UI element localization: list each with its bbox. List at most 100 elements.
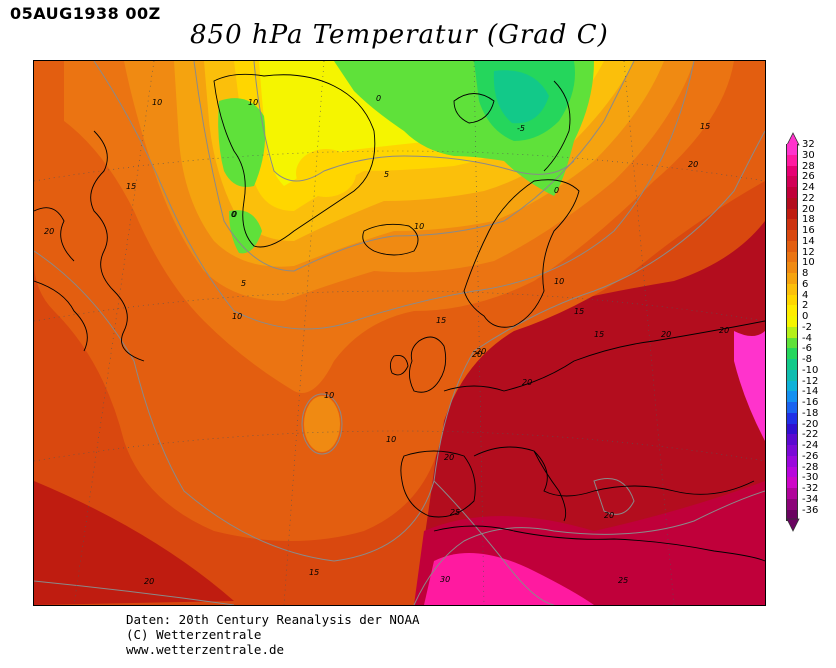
contour-label: 15 <box>574 307 584 316</box>
colorbar-label: -30 <box>802 472 819 484</box>
contour-label: 25 <box>450 508 460 517</box>
colorbar-label: 4 <box>802 289 809 301</box>
colorbar-label: -22 <box>802 429 819 441</box>
contour-label: 10 <box>152 98 162 107</box>
colorbar-label: 26 <box>802 171 815 183</box>
colorbar-label: 32 <box>802 139 815 150</box>
colorbar-cell <box>786 509 798 521</box>
colorbar-cell <box>786 165 798 177</box>
colorbar-cell <box>786 326 798 338</box>
contour-labels: 10 10 0 0 -5 0 15 15 20 5 10 0 20 15 5 1… <box>44 94 729 586</box>
colorbar-bottom-arrow <box>786 518 800 532</box>
colorbar-label: -32 <box>802 483 819 494</box>
contour-label: 10 <box>554 277 564 286</box>
colorbar-cell <box>786 498 798 510</box>
colorbar-cell <box>786 434 798 446</box>
credits-copyright: (C) Wetterzentrale <box>126 627 262 642</box>
contour-label: -5 <box>517 124 525 133</box>
colorbar-label: -18 <box>802 407 819 419</box>
colorbar-label: -14 <box>802 386 819 398</box>
colorbar-cell <box>786 348 798 360</box>
contour-label: 15 <box>309 568 319 577</box>
colorbar-label: -24 <box>802 440 819 451</box>
colorbar-cell <box>786 369 798 381</box>
colorbar-label: 14 <box>802 235 815 247</box>
colorbar-cell <box>786 154 798 166</box>
colorbar-label: -12 <box>802 375 819 387</box>
temperature-field-sw-warm <box>34 481 234 605</box>
colorbar-label: 18 <box>802 214 815 226</box>
colorbar-cell <box>786 240 798 252</box>
colorbar-label: -8 <box>802 354 812 365</box>
contour-label: 10 <box>324 391 334 400</box>
colorbar-cell <box>786 391 798 403</box>
colorbar-cell <box>786 488 798 500</box>
colorbar-label: 22 <box>802 192 815 204</box>
colorbar-cell <box>786 283 798 295</box>
contour-label: 20 <box>661 330 671 339</box>
colorbar-cell <box>786 262 798 274</box>
colorbar-cell <box>786 273 798 285</box>
colorbar-cell <box>786 251 798 263</box>
colorbar-label: -28 <box>802 461 819 473</box>
colorbar-label: 20 <box>802 203 815 215</box>
contour-label: 20 <box>688 160 698 169</box>
contour-label: 20 <box>604 511 614 520</box>
temperature-field-greenland-warm <box>296 149 356 197</box>
temperature-field-sahara-hottest <box>424 553 594 605</box>
colorbar-cell <box>786 412 798 424</box>
lat-lon-grid <box>34 61 765 605</box>
map-title: 850 hPa Temperatur (Grad C) <box>190 20 609 50</box>
contour-label: 0 <box>232 210 237 219</box>
contour-label: 20 <box>719 326 729 335</box>
colorbar-cell <box>786 230 798 242</box>
contour-label: 20 <box>472 350 482 359</box>
colorbar-cell <box>786 380 798 392</box>
temperature-field-east-hot <box>734 331 765 441</box>
colorbar-label: -6 <box>802 343 812 355</box>
colorbar-cell <box>786 445 798 457</box>
colorbar-cell <box>786 466 798 478</box>
colorbar-cell <box>786 197 798 209</box>
colorbar-cell <box>786 219 798 231</box>
date-time-label: 05AUG1938 00Z <box>10 4 161 23</box>
colorbar-label: -36 <box>802 504 819 516</box>
colorbar-label: -16 <box>802 397 819 408</box>
temperature-field-east-warm <box>414 221 765 605</box>
contour-label: 10 <box>232 312 242 321</box>
credits-website: www.wetterzentrale.de <box>126 642 285 657</box>
contour-label: 0 <box>376 94 381 103</box>
colorbar-cell <box>786 477 798 489</box>
contour-label: 15 <box>126 182 136 191</box>
temperature-field-atlantic-pocket <box>304 396 340 452</box>
colorbar-label: 8 <box>802 268 809 279</box>
colorbar-label: 30 <box>802 149 815 161</box>
colorbar-label: 0 <box>802 311 809 322</box>
temperature-field-barents-coldest <box>493 70 549 124</box>
colorbar-cell <box>786 176 798 188</box>
contour-label: 10 <box>248 98 258 107</box>
contour-label: 20 <box>444 453 454 462</box>
colorbar-label: 6 <box>802 278 809 290</box>
colorbar-label: 2 <box>802 300 809 312</box>
colorbar-cell <box>786 208 798 220</box>
contour-label: 20 <box>476 347 486 356</box>
contour-label: 25 <box>618 576 628 585</box>
contour-label: 5 <box>384 170 389 179</box>
colorbar-cell <box>786 337 798 349</box>
colorbar-cell <box>786 144 798 156</box>
colorbar-label: -26 <box>802 450 819 462</box>
colorbar-label: -4 <box>802 332 812 344</box>
colorbar-cell <box>786 359 798 371</box>
colorbar: 32 30 28 26 24 22 20 18 16 14 12 10 8 6 4 2 0 -2 -4 -6 -8 -10… <box>786 132 836 532</box>
colorbar-cell <box>786 402 798 414</box>
credits-data-source: Daten: 20th Century Reanalysis der NOAA <box>126 612 420 627</box>
colorbar-label: 16 <box>802 225 815 236</box>
coastlines <box>34 73 765 562</box>
isotherm-lines <box>34 61 765 605</box>
colorbar-label: -2 <box>802 321 812 333</box>
contour-label: 20 <box>522 378 532 387</box>
contour-label: 0 <box>231 210 236 219</box>
colorbar-cell <box>786 455 798 467</box>
colorbar-cell <box>786 187 798 199</box>
